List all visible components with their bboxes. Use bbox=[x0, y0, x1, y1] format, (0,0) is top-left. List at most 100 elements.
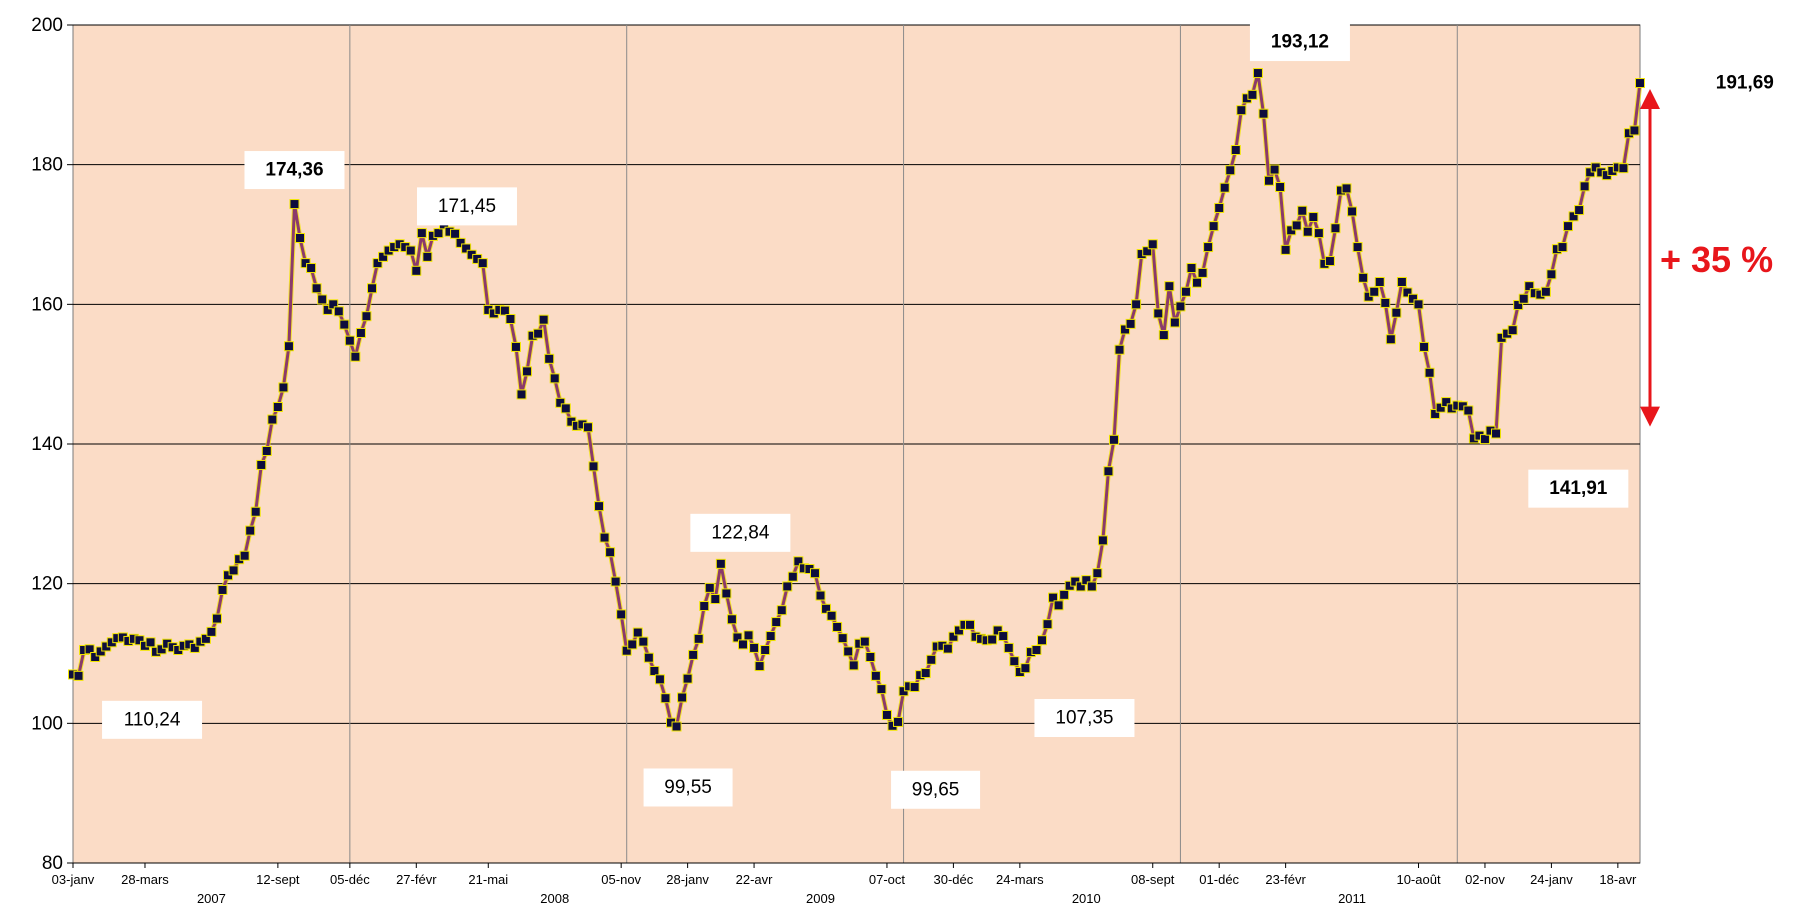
data-point bbox=[1629, 125, 1640, 136]
data-point bbox=[881, 709, 892, 720]
y-tick-label: 100 bbox=[31, 713, 63, 734]
data-point bbox=[1352, 242, 1363, 253]
x-year-label: 2007 bbox=[197, 891, 226, 906]
data-point bbox=[90, 651, 101, 662]
annotation-label: 193,12 bbox=[1271, 32, 1329, 53]
data-point bbox=[754, 661, 765, 672]
data-point bbox=[721, 588, 732, 599]
data-point bbox=[1579, 181, 1590, 192]
data-point bbox=[1142, 246, 1153, 257]
data-point bbox=[942, 643, 953, 654]
data-point bbox=[322, 304, 333, 315]
data-point bbox=[1308, 212, 1319, 223]
data-point bbox=[1169, 317, 1180, 328]
data-point bbox=[355, 327, 366, 338]
data-point bbox=[605, 547, 616, 558]
x-tick-label: 28-mars bbox=[121, 872, 169, 887]
data-point bbox=[510, 341, 521, 352]
data-point bbox=[815, 590, 826, 601]
data-point bbox=[156, 644, 167, 655]
data-point bbox=[1108, 434, 1119, 445]
data-point bbox=[189, 642, 200, 653]
data-point bbox=[677, 692, 688, 703]
data-point bbox=[1059, 589, 1070, 600]
annotation-label: 191,69 bbox=[1716, 73, 1774, 94]
data-point bbox=[859, 636, 870, 647]
x-tick-label: 21-mai bbox=[468, 872, 508, 887]
data-point bbox=[1103, 466, 1114, 477]
annotation-box bbox=[690, 513, 791, 552]
data-point bbox=[1341, 183, 1352, 194]
x-year-label: 2009 bbox=[806, 891, 835, 906]
data-point bbox=[416, 228, 427, 239]
data-point bbox=[1036, 635, 1047, 646]
data-point bbox=[610, 576, 621, 587]
data-point bbox=[283, 341, 294, 352]
y-tick-label: 120 bbox=[31, 574, 63, 595]
annotation-label: 174,36 bbox=[265, 160, 323, 181]
annotation-box bbox=[1528, 469, 1629, 508]
data-point bbox=[710, 594, 721, 605]
data-point bbox=[893, 716, 904, 727]
data-point bbox=[1396, 276, 1407, 287]
data-point bbox=[477, 258, 488, 269]
data-point bbox=[1120, 324, 1131, 335]
data-point bbox=[1031, 645, 1042, 656]
y-tick-label: 140 bbox=[31, 434, 63, 455]
data-point bbox=[699, 601, 710, 612]
data-point bbox=[306, 263, 317, 274]
data-point bbox=[505, 313, 516, 324]
data-point bbox=[1479, 434, 1490, 445]
data-point bbox=[1081, 575, 1092, 586]
x-year-label: 2008 bbox=[540, 891, 569, 906]
data-point bbox=[832, 621, 843, 632]
data-point bbox=[760, 645, 771, 656]
data-point bbox=[771, 617, 782, 628]
data-point bbox=[1192, 277, 1203, 288]
data-point bbox=[588, 461, 599, 472]
x-tick-label: 28-janv bbox=[666, 872, 709, 887]
data-point bbox=[217, 584, 228, 595]
data-point bbox=[544, 353, 555, 364]
x-tick-label: 05-déc bbox=[330, 872, 370, 887]
data-point bbox=[1557, 242, 1568, 253]
x-tick-label: 23-févr bbox=[1265, 872, 1306, 887]
data-point bbox=[671, 721, 682, 732]
data-point bbox=[1197, 267, 1208, 278]
data-point bbox=[134, 635, 145, 646]
data-point bbox=[826, 610, 837, 621]
data-point bbox=[278, 382, 289, 393]
arrow-head-bottom bbox=[1640, 406, 1660, 427]
x-tick-label: 10-août bbox=[1396, 872, 1440, 887]
data-point bbox=[1491, 428, 1502, 439]
data-point bbox=[1313, 228, 1324, 239]
data-point bbox=[372, 258, 383, 269]
data-point bbox=[228, 565, 239, 576]
data-point bbox=[1441, 397, 1452, 408]
data-point bbox=[1114, 344, 1125, 355]
data-point bbox=[1269, 164, 1280, 175]
x-tick-label: 07-oct bbox=[869, 872, 906, 887]
data-point bbox=[1131, 299, 1142, 310]
data-point bbox=[726, 614, 737, 625]
annotation-box bbox=[416, 187, 517, 226]
data-point bbox=[339, 319, 350, 330]
y-tick-label: 200 bbox=[31, 15, 63, 36]
data-point bbox=[732, 632, 743, 643]
data-point bbox=[1302, 226, 1313, 237]
x-tick-label: 12-sept bbox=[256, 872, 300, 887]
data-point bbox=[1374, 276, 1385, 287]
data-point bbox=[250, 506, 261, 517]
data-point bbox=[1463, 405, 1474, 416]
data-point bbox=[638, 636, 649, 647]
data-point bbox=[616, 609, 627, 620]
data-point bbox=[1391, 307, 1402, 318]
data-point bbox=[1546, 269, 1557, 280]
annotation-label: 110,24 bbox=[124, 709, 181, 730]
data-point bbox=[1214, 202, 1225, 213]
data-point bbox=[1324, 256, 1335, 267]
percent-change-label: + 35 % bbox=[1660, 239, 1773, 280]
annotation-box bbox=[244, 151, 345, 190]
data-point bbox=[1252, 68, 1263, 79]
data-point bbox=[289, 199, 300, 210]
